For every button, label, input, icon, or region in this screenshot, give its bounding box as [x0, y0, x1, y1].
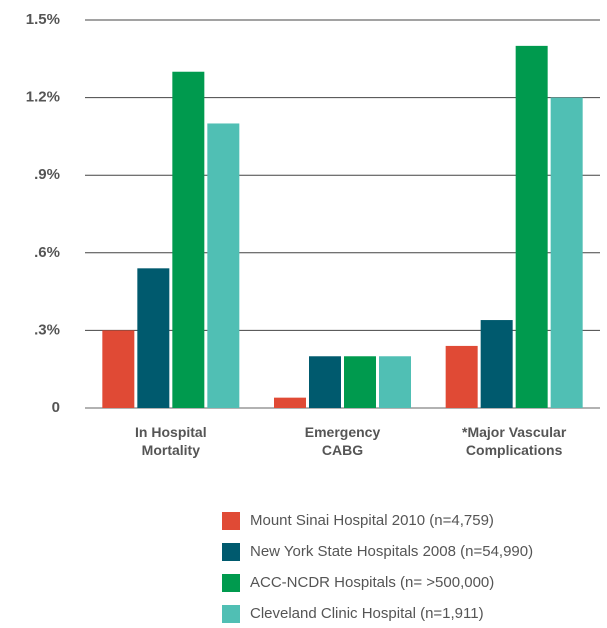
bar: [480, 320, 513, 408]
legend-label: New York State Hospitals 2008 (n=54,990): [250, 543, 533, 560]
legend-label: Mount Sinai Hospital 2010 (n=4,759): [250, 512, 494, 529]
y-tick-label: .9%: [34, 166, 60, 183]
bar: [137, 268, 170, 408]
bar: [207, 123, 240, 408]
y-tick-label: .3%: [34, 321, 60, 338]
bar: [344, 356, 376, 408]
bar: [274, 397, 306, 408]
bar: [379, 356, 411, 408]
bar: [550, 97, 583, 408]
legend-swatch: [222, 574, 240, 592]
legend-swatch: [222, 512, 240, 530]
legend-label: Cleveland Clinic Hospital (n=1,911): [250, 605, 484, 622]
bar: [309, 356, 341, 408]
y-tick-label: 1.2%: [26, 89, 60, 106]
x-tick-label: Emergency CABG: [304, 424, 381, 458]
bar: [102, 330, 135, 408]
legend-label: ACC-NCDR Hospitals (n= >500,000): [250, 574, 494, 591]
bar: [515, 45, 548, 408]
legend-swatch: [222, 605, 240, 623]
x-tick-label: In Hospital Mortality: [135, 424, 207, 458]
legend-swatch: [222, 543, 240, 561]
x-tick-label: *Major Vascular Complications: [462, 424, 567, 458]
y-tick-label: .6%: [34, 244, 60, 261]
y-tick-label: 0: [52, 399, 60, 416]
bar: [172, 71, 205, 408]
y-tick-label: 1.5%: [26, 11, 60, 28]
bar: [445, 345, 478, 408]
